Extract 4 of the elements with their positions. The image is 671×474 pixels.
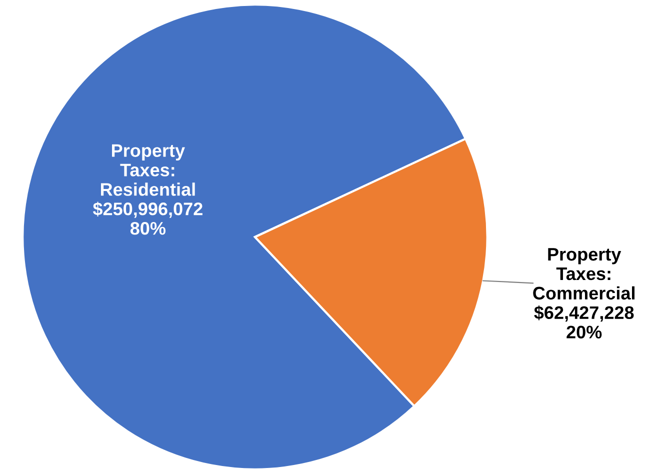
- data-label: $250,996,072 80%: [92, 202, 202, 235]
- slice-label: Property Taxes: Residential: [100, 144, 195, 196]
- data-label: $62,427,228 20%: [534, 305, 634, 338]
- slice-label: Property Taxes: Commercial: [533, 248, 634, 300]
